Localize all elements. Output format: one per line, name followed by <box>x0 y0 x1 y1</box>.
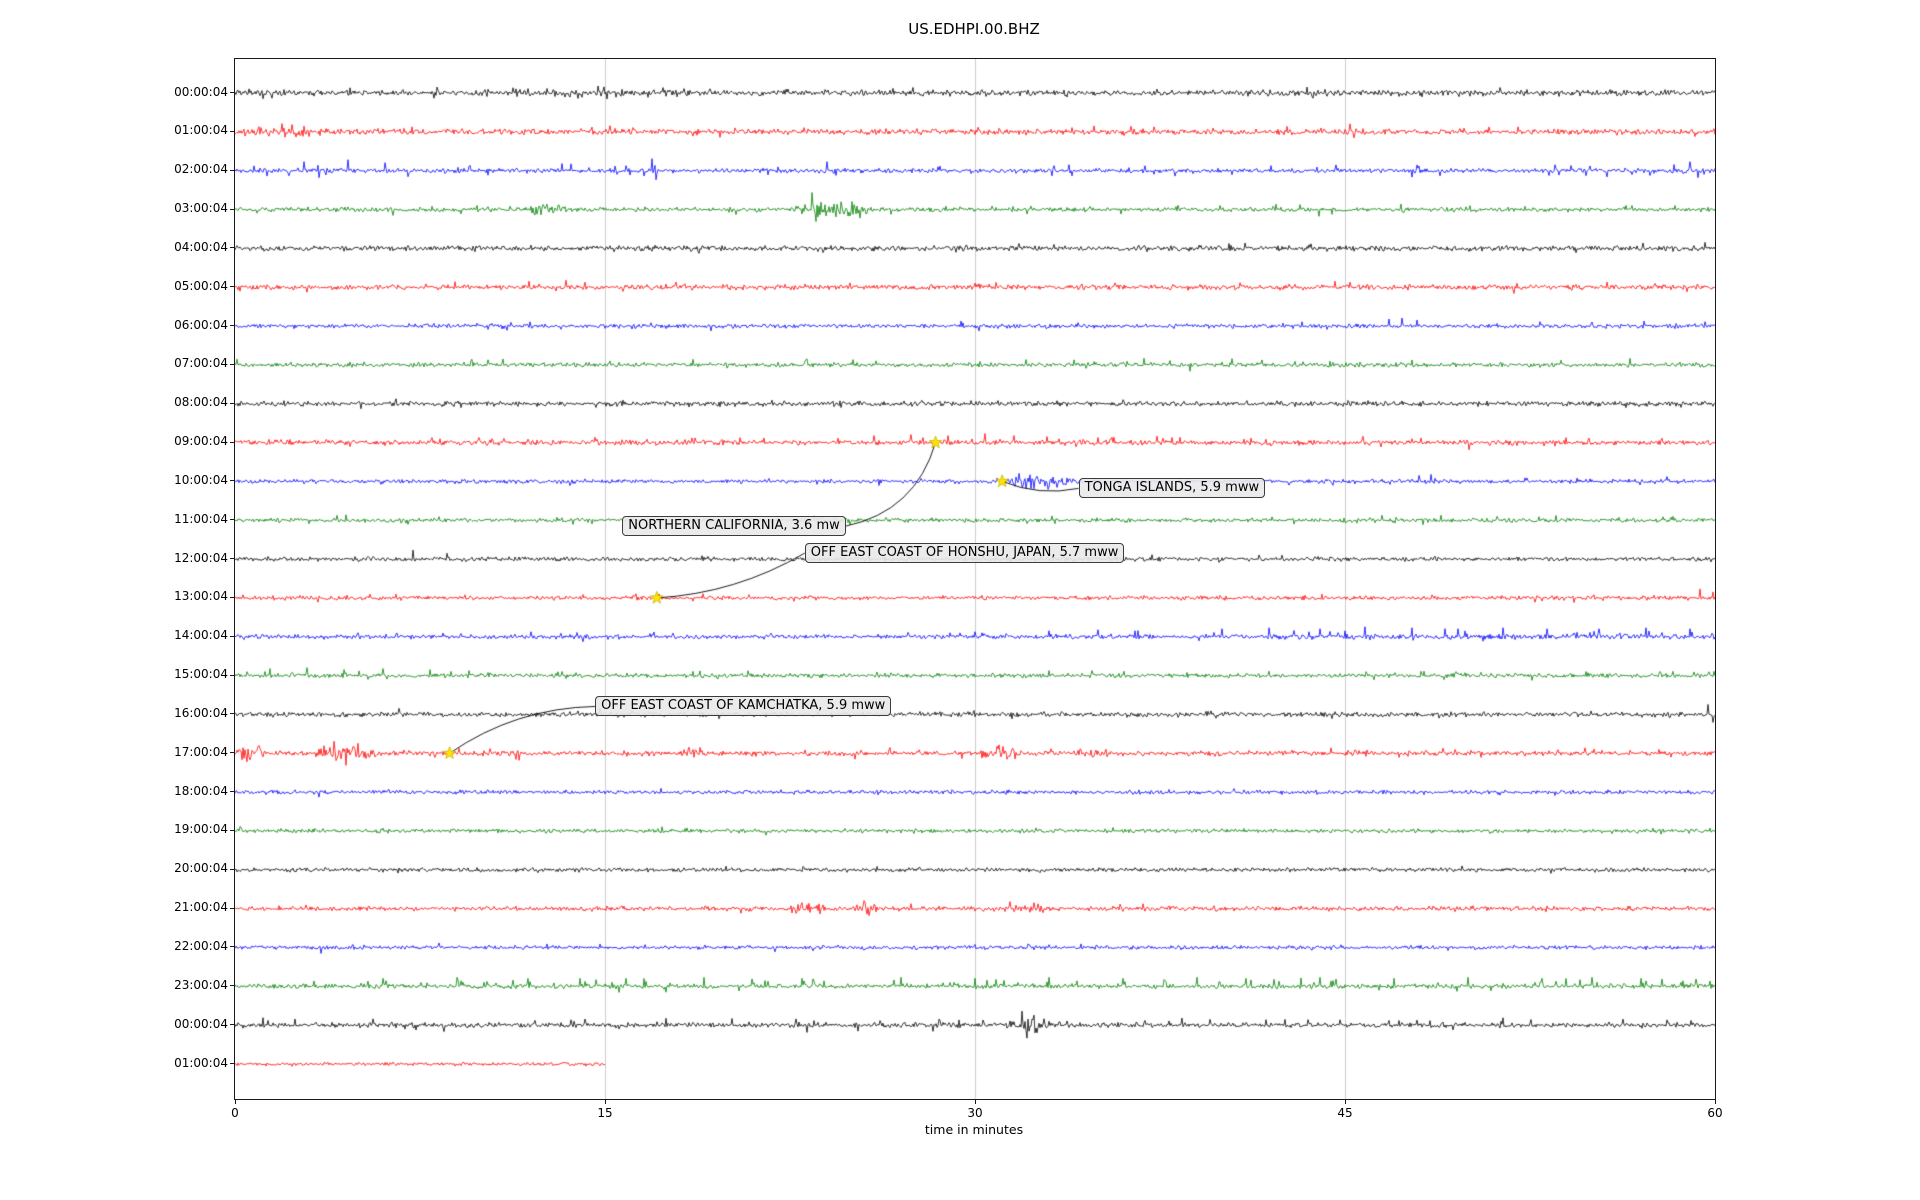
y-axis-tick <box>230 752 234 754</box>
y-axis-label: 23:00:04 <box>174 977 228 992</box>
y-axis-tick <box>230 441 234 443</box>
x-axis-tick <box>235 1100 236 1104</box>
y-axis-tick <box>230 674 234 676</box>
y-axis-label: 01:00:04 <box>174 1055 228 1070</box>
y-axis-label: 03:00:04 <box>174 201 228 216</box>
y-axis-label: 18:00:04 <box>174 783 228 798</box>
y-axis-tick <box>230 713 234 715</box>
y-axis-label: 04:00:04 <box>174 239 228 254</box>
y-axis-tick <box>230 519 234 521</box>
y-axis-label: 17:00:04 <box>174 744 228 759</box>
y-axis-tick <box>230 596 234 598</box>
x-axis-tick-label: 30 <box>967 1106 983 1120</box>
y-axis-tick <box>230 325 234 327</box>
x-axis-tick-label: 60 <box>1707 1106 1723 1120</box>
y-axis-tick <box>230 247 234 249</box>
y-axis-tick <box>230 635 234 637</box>
plot-area: NORTHERN CALIFORNIA, 3.6 mw TONGA ISLANDS… <box>234 58 1716 1100</box>
y-axis-tick <box>230 480 234 482</box>
y-axis-tick <box>230 985 234 987</box>
y-axis-tick <box>230 791 234 793</box>
y-axis-tick <box>230 286 234 288</box>
y-axis-label: 19:00:04 <box>174 822 228 837</box>
y-axis-label: 05:00:04 <box>174 278 228 293</box>
waveform-canvas <box>235 59 1715 1099</box>
y-axis-tick <box>230 402 234 404</box>
y-axis-tick <box>230 208 234 210</box>
event-annotation-label: TONGA ISLANDS, 5.9 mww <box>1078 478 1266 499</box>
y-axis-tick <box>230 363 234 365</box>
y-axis-tick <box>230 907 234 909</box>
y-axis-label: 14:00:04 <box>174 628 228 643</box>
y-axis-label: 21:00:04 <box>174 900 228 915</box>
y-axis-label: 06:00:04 <box>174 317 228 332</box>
y-axis-label: 22:00:04 <box>174 938 228 953</box>
y-axis-label: 09:00:04 <box>174 434 228 449</box>
y-axis-label: 20:00:04 <box>174 861 228 876</box>
y-axis-label: 02:00:04 <box>174 162 228 177</box>
x-axis-tick-label: 15 <box>597 1106 613 1120</box>
x-axis-tick <box>975 1100 976 1104</box>
event-annotation-label: OFF EAST COAST OF KAMCHATKA, 5.9 mww <box>595 696 892 717</box>
y-axis-tick <box>230 1063 234 1064</box>
x-axis-title: time in minutes <box>924 1122 1024 1137</box>
y-axis-label: 10:00:04 <box>174 472 228 487</box>
y-axis-tick <box>230 868 234 870</box>
x-axis-tick-label: 0 <box>231 1106 239 1120</box>
plot-title: US.EDHPI.00.BHZ <box>908 20 1040 38</box>
y-axis-label: 08:00:04 <box>174 395 228 410</box>
y-axis-label: 01:00:04 <box>174 123 228 138</box>
y-axis-tick <box>230 130 234 132</box>
x-axis-tick-label: 45 <box>1337 1106 1353 1120</box>
y-axis-tick <box>230 169 234 171</box>
y-axis-tick <box>230 92 234 93</box>
y-axis-label: 00:00:04 <box>174 1016 228 1031</box>
y-axis-label: 13:00:04 <box>174 589 228 604</box>
y-axis-label: 07:00:04 <box>174 356 228 371</box>
x-axis-tick <box>1345 1100 1346 1104</box>
x-axis-tick <box>605 1100 606 1104</box>
y-axis-label: 11:00:04 <box>174 511 228 526</box>
y-axis-tick <box>230 829 234 831</box>
x-axis-tick <box>1715 1100 1716 1104</box>
y-axis-label: 12:00:04 <box>174 550 228 565</box>
y-axis-label: 16:00:04 <box>174 705 228 720</box>
y-axis-tick <box>230 558 234 560</box>
y-axis-tick <box>230 946 234 948</box>
event-annotation-label: NORTHERN CALIFORNIA, 3.6 mw <box>622 516 846 537</box>
y-axis-label: 00:00:04 <box>174 84 228 99</box>
event-annotation-label: OFF EAST COAST OF HONSHU, JAPAN, 5.7 mww <box>804 543 1125 564</box>
y-axis-tick <box>230 1024 234 1026</box>
y-axis-label: 15:00:04 <box>174 667 228 682</box>
